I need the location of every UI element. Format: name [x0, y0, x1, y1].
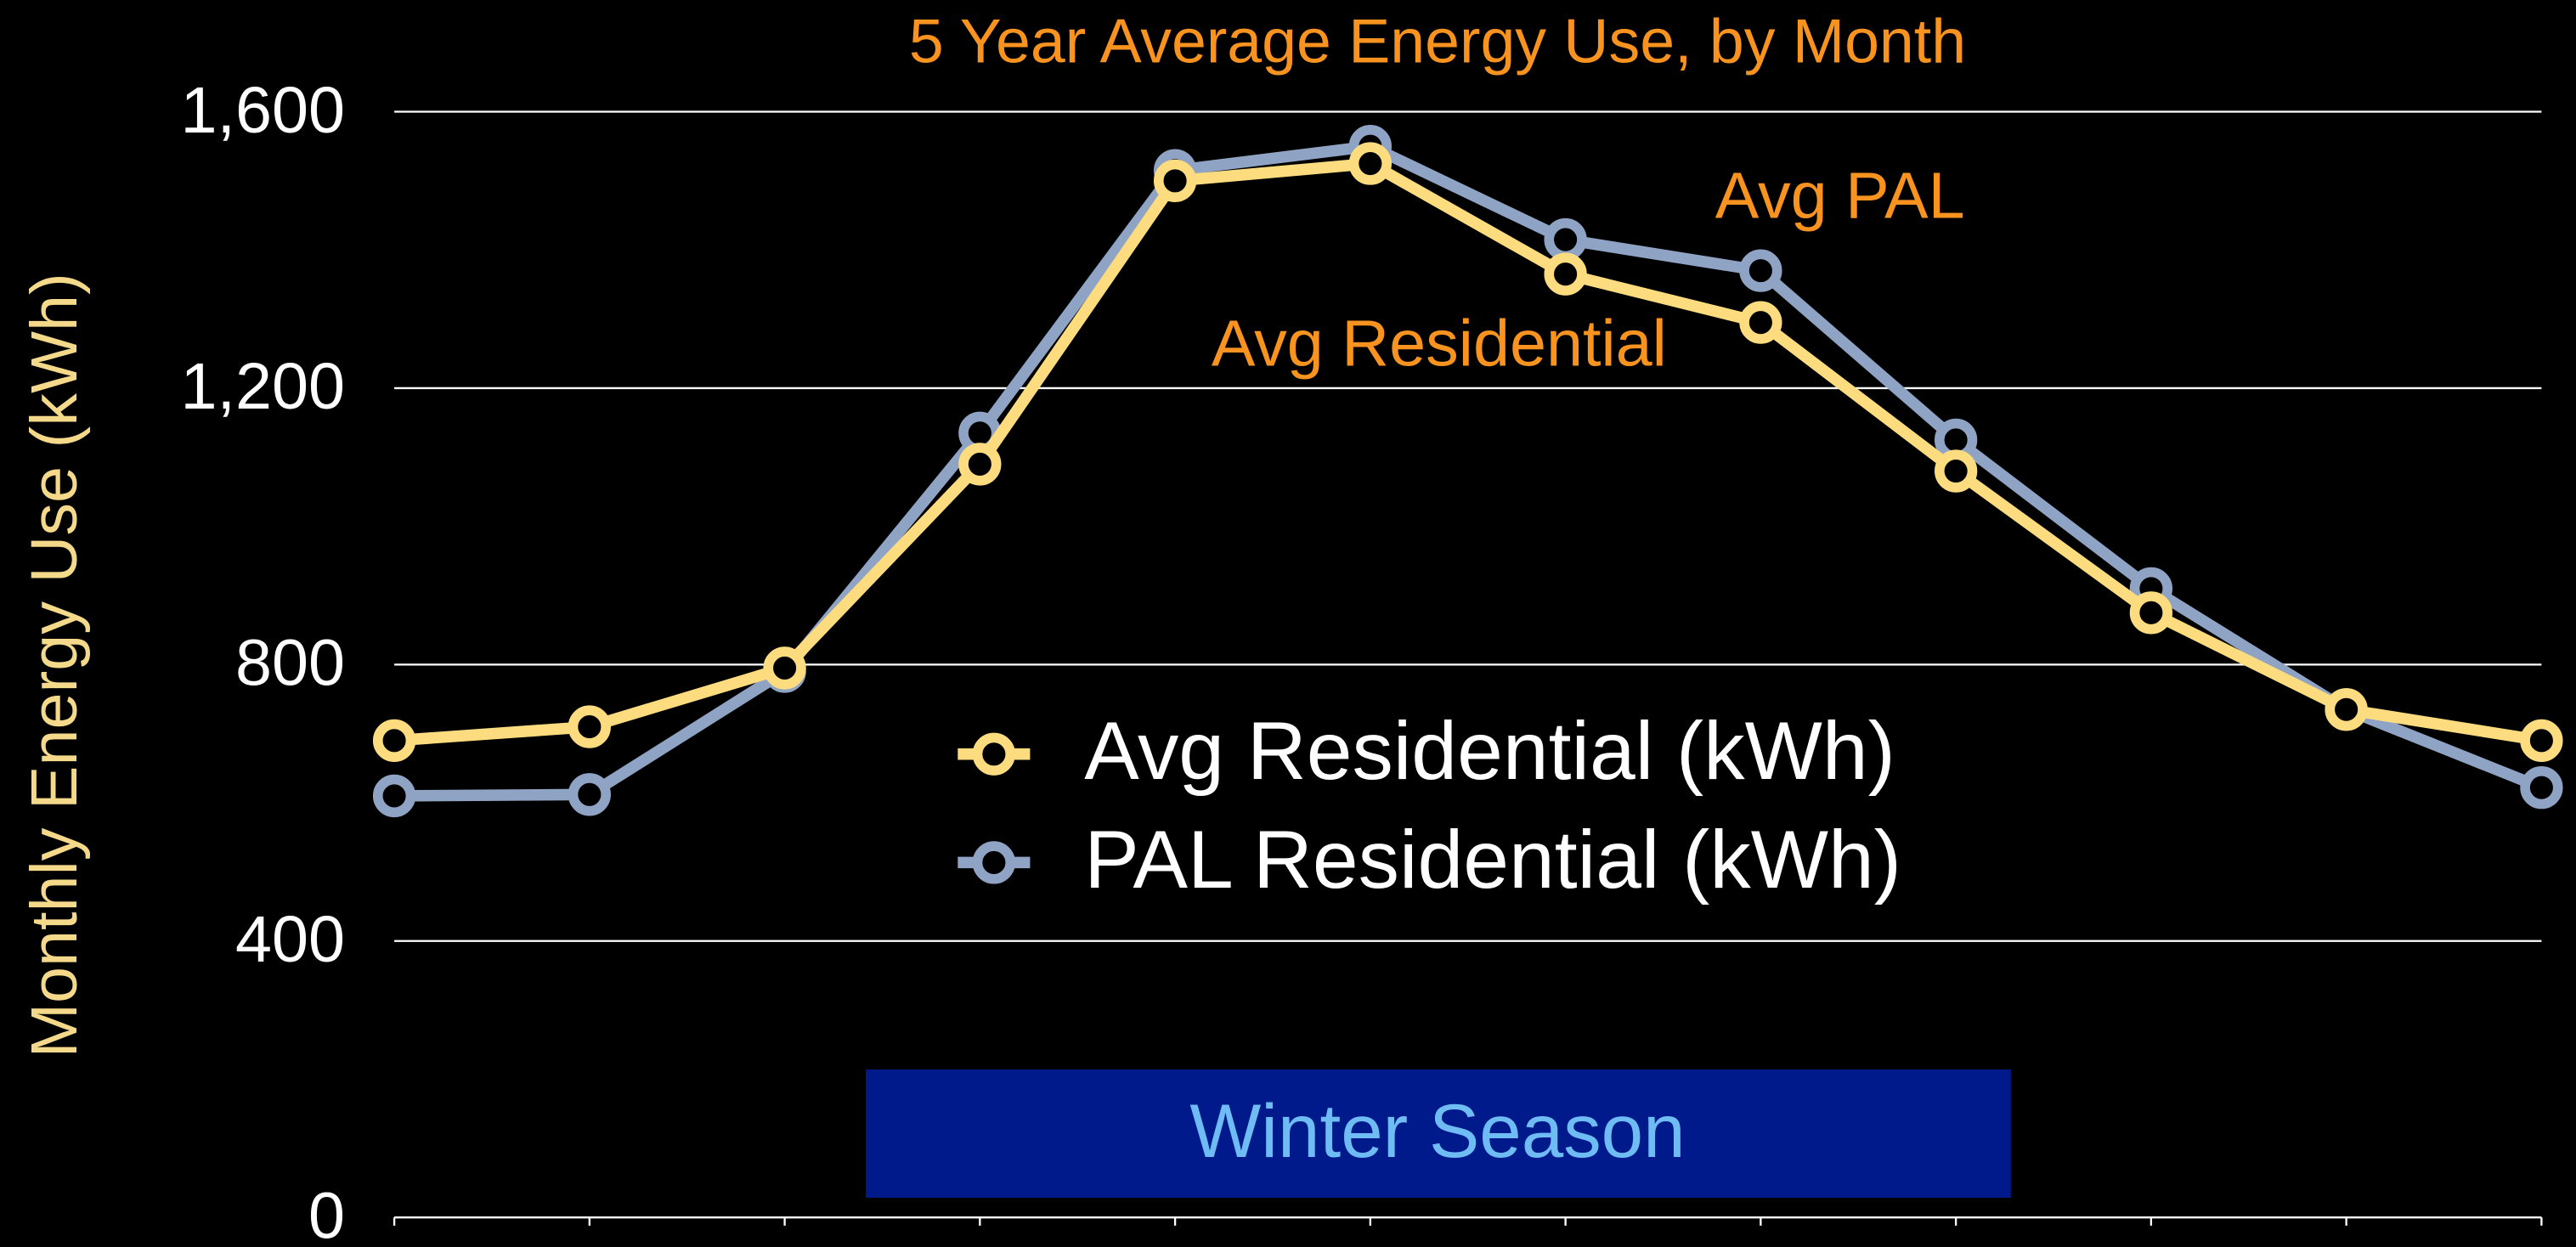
annotation: Avg Residential — [1212, 307, 1667, 380]
series-line — [393, 157, 2543, 747]
legend-marker — [972, 732, 1016, 776]
point — [1153, 159, 1197, 203]
point — [763, 646, 806, 690]
legend-marker — [972, 841, 1016, 884]
point — [2520, 719, 2563, 762]
point — [372, 719, 416, 762]
point — [2129, 591, 2173, 635]
legend-label: PAL Residential (kWh) — [1084, 814, 1901, 906]
point — [2325, 688, 2368, 731]
point — [568, 705, 611, 748]
point — [1544, 252, 1587, 296]
point — [2520, 766, 2563, 810]
y-tick-label: 0 — [308, 1179, 345, 1247]
point — [1934, 449, 1978, 493]
point — [1739, 249, 1782, 292]
series-line — [394, 140, 2544, 802]
annotation: Avg PAL — [1715, 159, 1965, 232]
chart-title: 5 Year Average Energy Use, by Month — [909, 6, 1966, 76]
y-tick-label: 800 — [235, 627, 345, 700]
y-tick-label: 400 — [235, 903, 345, 976]
point — [568, 773, 611, 816]
y-axis-label: Monthly Energy Use (kWh) — [18, 273, 91, 1058]
season-label: Winter Season — [1189, 1088, 1685, 1173]
season-box — [866, 1069, 2011, 1198]
y-tick-label: 1,200 — [181, 350, 346, 423]
point — [958, 443, 1002, 486]
point — [1348, 142, 1392, 185]
point — [1544, 217, 1587, 262]
point — [1739, 301, 1782, 344]
point — [372, 774, 416, 818]
y-tick-label: 1,600 — [181, 74, 346, 147]
legend-label: Avg Residential (kWh) — [1084, 705, 1895, 797]
